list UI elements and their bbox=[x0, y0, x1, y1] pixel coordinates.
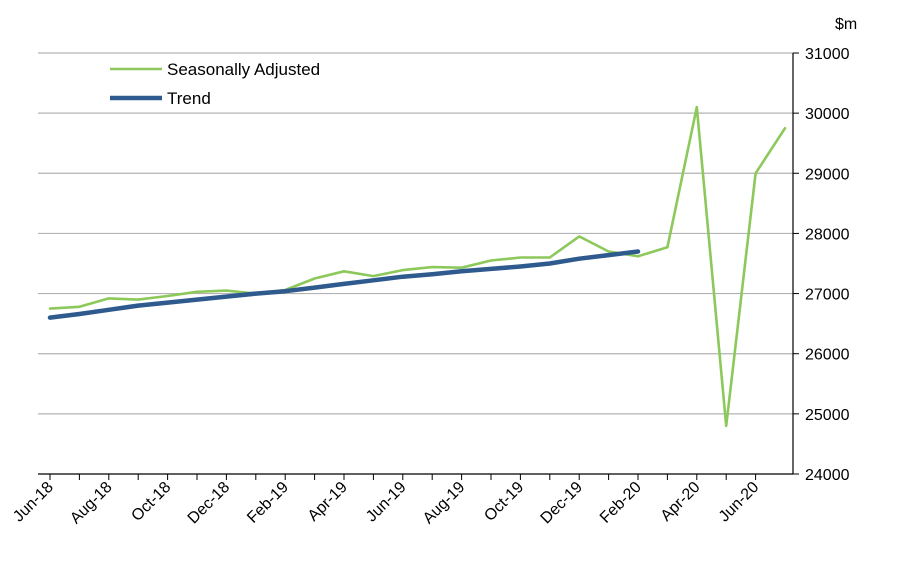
series-line-trend bbox=[47, 249, 641, 320]
y-axis-ticks: 24000 25000 26000 27000 28000 29000 30000 31000 bbox=[793, 46, 850, 484]
y-tick-label: 24000 bbox=[805, 467, 850, 484]
y-tick-label: 26000 bbox=[805, 347, 850, 364]
y-tick-label: 28000 bbox=[805, 226, 850, 243]
x-tick-label: Dec-18 bbox=[185, 479, 234, 528]
y-tick-label: 29000 bbox=[805, 166, 850, 183]
x-tick-label: Apr-19 bbox=[305, 479, 351, 525]
x-tick-label: Aug-18 bbox=[67, 479, 116, 528]
gridlines bbox=[38, 52, 793, 415]
x-tick-label: Oct-18 bbox=[128, 479, 174, 525]
y-axis-unit-label: $m bbox=[835, 16, 857, 33]
legend-label-trend: Trend bbox=[167, 89, 211, 108]
x-tick-label: Dec-19 bbox=[538, 479, 587, 528]
series-lines bbox=[47, 105, 787, 428]
y-tick-label: 25000 bbox=[805, 407, 850, 424]
series-line-seasonally-adjusted bbox=[48, 105, 787, 428]
x-tick-label: Jun-18 bbox=[10, 479, 57, 526]
x-axis-ticks: Jun-18 Aug-18 Oct-18 Dec-18 Feb-19 Apr-19 Jun-… bbox=[10, 474, 763, 528]
y-tick-label: 27000 bbox=[805, 287, 850, 304]
axes bbox=[38, 53, 794, 475]
x-tick-label: Jun-19 bbox=[363, 479, 410, 526]
x-tick-label: Jun-20 bbox=[716, 479, 763, 526]
x-tick-label: Feb-20 bbox=[597, 479, 645, 527]
y-tick-label: 31000 bbox=[805, 46, 850, 63]
x-tick-label: Aug-19 bbox=[420, 479, 469, 528]
x-tick-label: Apr-20 bbox=[658, 479, 704, 525]
y-tick-label: 30000 bbox=[805, 106, 850, 123]
x-tick-label: Feb-19 bbox=[244, 479, 292, 527]
x-tick-label: Oct-19 bbox=[481, 479, 527, 525]
legend-label-seasonally-adjusted: Seasonally Adjusted bbox=[167, 60, 320, 79]
legend: Seasonally Adjusted Trend bbox=[110, 60, 320, 108]
